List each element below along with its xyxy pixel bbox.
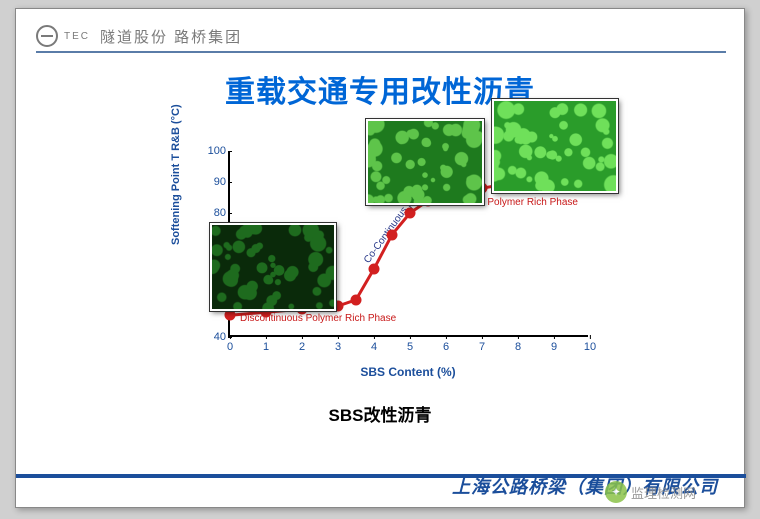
x-tick: 3 <box>335 341 341 353</box>
y-tick: 40 <box>198 331 226 343</box>
y-tick: 90 <box>198 176 226 188</box>
data-point <box>405 208 416 219</box>
company-name: 隧道股份 路桥集团 <box>100 26 242 47</box>
x-tick: 8 <box>515 341 521 353</box>
y-tick: 80 <box>198 207 226 219</box>
data-point <box>387 229 398 240</box>
logo-icon: TEC <box>36 25 96 47</box>
micrograph-inset <box>492 99 618 193</box>
header: TEC 隧道股份 路桥集团 <box>36 25 242 47</box>
x-axis-label: SBS Content (%) <box>228 365 588 379</box>
x-tick: 0 <box>227 341 233 353</box>
watermark: ✦ 监理检测网 <box>605 481 696 503</box>
micrograph-inset <box>366 119 484 205</box>
plot-area: Discontinuous Polymer Rich Phase Co-Cont… <box>228 151 588 337</box>
slide: TEC 隧道股份 路桥集团 重载交通专用改性沥青 Softening Point… <box>15 8 745 508</box>
chart: Softening Point T R&B (°C) Discontinuous… <box>166 145 626 377</box>
watermark-text: 监理检测网 <box>631 483 696 502</box>
data-point <box>225 310 236 321</box>
slide-title: 重载交通专用改性沥青 <box>16 67 744 111</box>
y-axis-label: Softening Point T R&B (°C) <box>170 104 182 245</box>
micrograph-inset <box>210 223 336 311</box>
x-tick: 10 <box>584 341 596 353</box>
x-tick: 4 <box>371 341 377 353</box>
header-rule <box>36 51 726 53</box>
y-tick: 100 <box>198 145 226 157</box>
data-point <box>351 294 362 305</box>
x-tick: 1 <box>263 341 269 353</box>
x-tick: 5 <box>407 341 413 353</box>
wechat-icon: ✦ <box>605 481 627 503</box>
x-tick: 9 <box>551 341 557 353</box>
chart-caption: SBS改性沥青 <box>16 401 744 426</box>
x-tick: 6 <box>443 341 449 353</box>
data-point <box>369 263 380 274</box>
x-tick: 2 <box>299 341 305 353</box>
x-tick: 7 <box>479 341 485 353</box>
